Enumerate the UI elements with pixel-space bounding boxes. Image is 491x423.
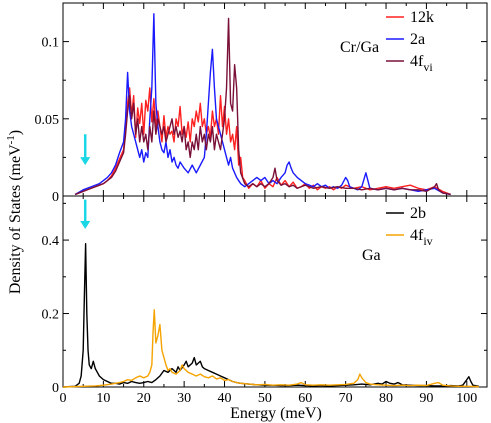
top-panel-label: Cr/Ga (340, 39, 379, 56)
y-axis-label-main: Density of States (meV (7, 144, 24, 294)
series-line-4fvi (74, 17, 451, 196)
x-tick-label: 10 (96, 391, 110, 406)
bottom-panel-label: Ga (362, 247, 381, 264)
x-tick-label: 100 (456, 391, 477, 406)
legend-label-2b: 2b (410, 205, 426, 222)
y-axis-label-end: ) (7, 130, 24, 135)
top-y-tick-label: 0.1 (42, 36, 60, 51)
legend-label-12k: 12k (410, 9, 434, 26)
top-arrow-head (80, 157, 91, 166)
x-tick-label: 60 (298, 391, 312, 406)
y-axis-label-sup: -1 (5, 135, 17, 144)
x-tick-label: 40 (218, 391, 232, 406)
bottom-panel: 0 0.2 0.4 2b 4fiv (42, 195, 488, 396)
bottom-y-tick-label: 0.4 (42, 234, 60, 249)
series-line-4fiv (62, 309, 479, 388)
bottom-y-tick-label: 0 (52, 381, 59, 396)
x-tick-label: 50 (258, 391, 272, 406)
y-axis-label: Density of States (meV-1) (5, 130, 24, 294)
legend-label-4fiv: 4fiv (410, 227, 433, 248)
x-tick-label: 70 (339, 391, 353, 406)
top-y-tick-label: 0 (52, 190, 59, 205)
x-tick-label: 90 (419, 391, 433, 406)
x-tick-label: 30 (177, 391, 191, 406)
series-line-2b (62, 243, 480, 388)
bottom-y-tick-label: 0.2 (42, 308, 60, 323)
top-y-tick-label: 0.05 (35, 113, 60, 128)
legend-label-2a: 2a (410, 31, 425, 48)
series-line-2a (74, 13, 451, 196)
x-tick-label: 80 (379, 391, 393, 406)
x-tick-label: 0 (60, 391, 67, 406)
legend-label-4fvi: 4fvi (410, 53, 433, 74)
x-tick-label: 20 (137, 391, 151, 406)
bottom-frame (62, 195, 488, 388)
bottom-arrow-head (80, 221, 91, 230)
top-panel: 0 0.05 0.1 12k 2a 4fvi (35, 2, 488, 205)
x-axis-label: Energy (meV) (230, 405, 322, 422)
